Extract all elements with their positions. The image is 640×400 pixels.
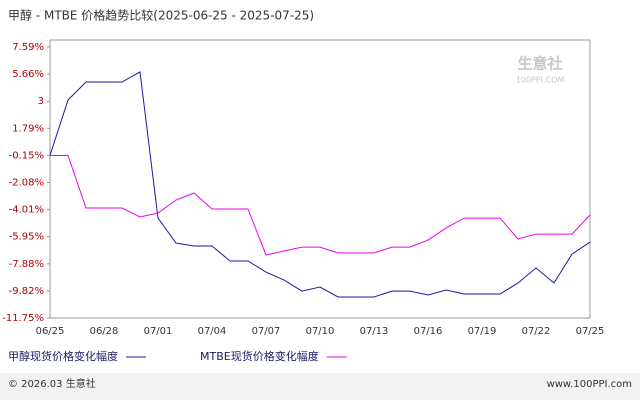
x-tick-label: 07/10	[306, 326, 335, 337]
footer-copyright: © 2026.03 生意社	[8, 377, 96, 390]
x-tick-label: 07/16	[414, 326, 443, 337]
x-tick-label: 06/28	[90, 326, 119, 337]
x-tick-label: 07/13	[360, 326, 389, 337]
series-line	[49, 71, 591, 298]
legend-label: 甲醇现货价格变化幅度	[8, 349, 118, 363]
y-tick-label: 5.66%	[12, 69, 44, 80]
y-tick-label: 1.79%	[12, 123, 44, 134]
y-tick-label: -11.75%	[2, 313, 44, 324]
x-tick-label: 06/25	[36, 326, 65, 337]
x-tick-label: 07/01	[144, 326, 173, 337]
y-tick-label: -9.82%	[9, 286, 44, 297]
y-tick-label: -7.88%	[9, 259, 44, 270]
footer-band	[0, 373, 640, 400]
y-tick-label: -4.01%	[9, 205, 44, 216]
series-line	[50, 154, 591, 256]
x-tick-label: 07/07	[252, 326, 281, 337]
x-tick-label: 07/04	[198, 326, 227, 337]
legend-label: MTBE现货价格变化幅度	[200, 349, 319, 363]
y-tick-label: 7.59%	[12, 42, 44, 53]
watermark-name: 生意社	[517, 55, 562, 73]
chart-title: 甲醇 - MTBE 价格趋势比较(2025-06-25 - 2025-07-25…	[8, 8, 314, 23]
y-tick-label: -2.08%	[9, 178, 44, 189]
y-tick-label: -0.15%	[9, 150, 44, 161]
y-tick-label: -5.95%	[9, 232, 44, 243]
footer-site: www.100PPI.com	[547, 379, 632, 390]
x-tick-label: 07/25	[576, 326, 605, 337]
plot-frame	[49, 39, 591, 319]
x-tick-label: 07/19	[468, 326, 497, 337]
y-tick-label: 3	[38, 96, 44, 107]
x-tick-label: 07/22	[522, 326, 551, 337]
watermark-url: 100PPI.COM	[516, 76, 565, 85]
